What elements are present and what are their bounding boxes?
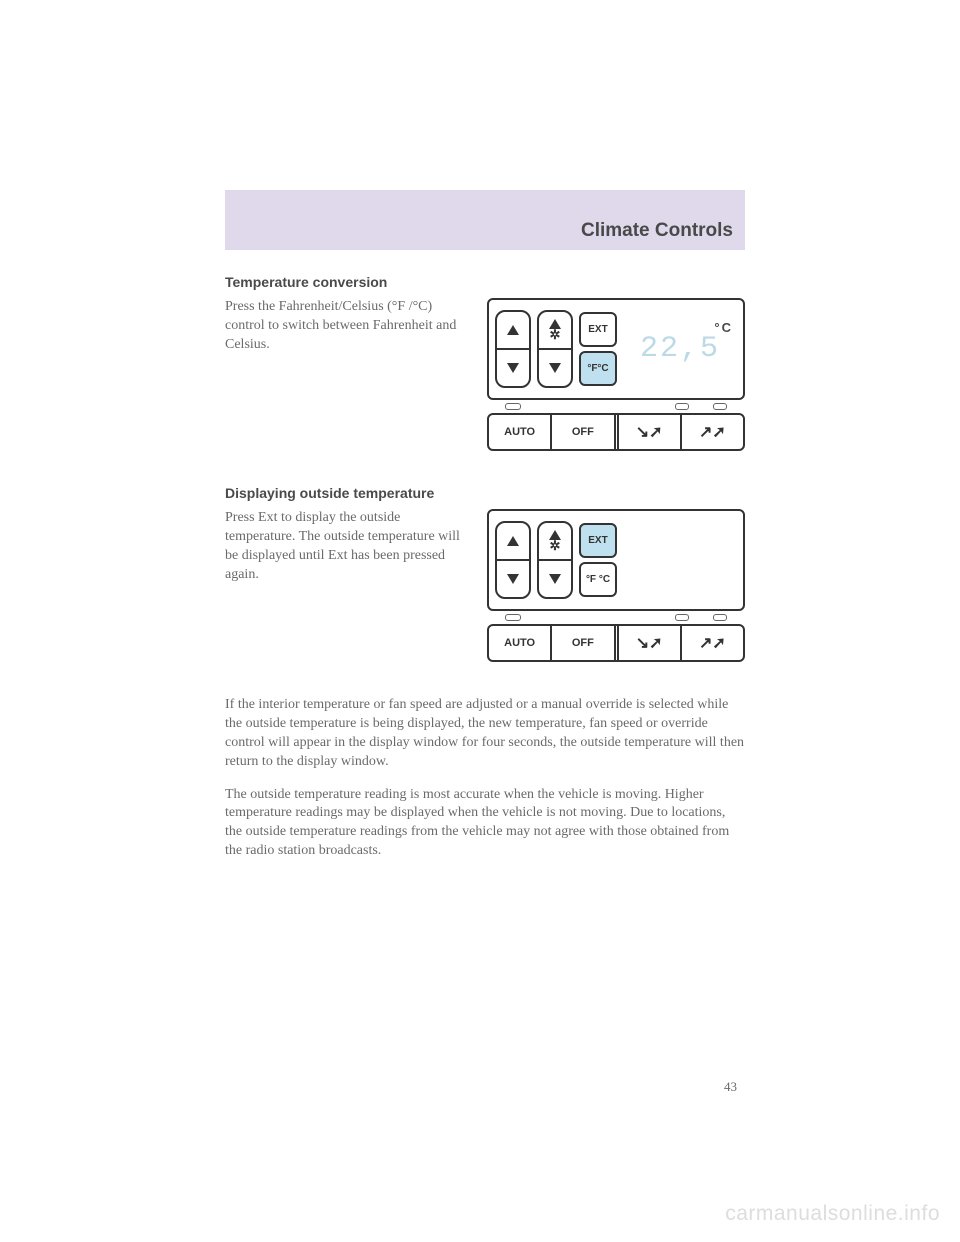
section2-body: Press Ext to display the outside tempera…	[225, 509, 465, 585]
paragraph-4: The outside temperature reading is most …	[225, 786, 745, 862]
section2-heading: Displaying outside temperature	[225, 485, 745, 501]
indicator-row	[487, 611, 745, 624]
fc-button[interactable]: °F°C	[579, 351, 617, 386]
page-title: Climate Controls	[581, 220, 733, 242]
temp-rocker[interactable]	[495, 521, 531, 599]
mode-buttons: EXT °F °C	[579, 523, 617, 597]
off-button[interactable]: OFF	[550, 415, 613, 449]
airflow-mode-2[interactable]: ↗➚	[680, 415, 743, 449]
airflow-mode-1[interactable]: ↘➚	[614, 415, 680, 449]
indicator-dot	[713, 403, 727, 410]
down-arrow-icon	[549, 363, 561, 373]
fan-rocker[interactable]: ✲	[537, 310, 573, 388]
indicator-row	[487, 400, 745, 413]
temp-display: 22,5 °C	[623, 312, 737, 386]
section1-row: Press the Fahrenheit/Celsius (°F /°C) co…	[225, 298, 745, 451]
ext-button[interactable]: EXT	[579, 312, 617, 347]
paragraph-3: If the interior temperature or fan speed…	[225, 696, 745, 772]
auto-button[interactable]: AUTO	[489, 415, 550, 449]
up-arrow-icon	[507, 325, 519, 335]
manual-page: Climate Controls Temperature conversion …	[225, 190, 745, 875]
auto-button[interactable]: AUTO	[489, 626, 550, 660]
climate-panel-fig2: ✲ EXT °F °C AU	[487, 509, 745, 662]
climate-panel-fig1: ✲ EXT °F°C 22,5 °C	[487, 298, 745, 451]
up-arrow-icon	[507, 536, 519, 546]
page-number: 43	[724, 1079, 737, 1095]
panel-top: ✲ EXT °F°C 22,5 °C	[487, 298, 745, 400]
watermark: carmanualsonline.info	[725, 1202, 940, 1226]
section1-heading: Temperature conversion	[225, 274, 745, 290]
mode-buttons: EXT °F°C	[579, 312, 617, 386]
fan-icon: ✲	[550, 330, 561, 340]
down-arrow-icon	[507, 363, 519, 373]
temp-rocker[interactable]	[495, 310, 531, 388]
section2-row: Press Ext to display the outside tempera…	[225, 509, 745, 662]
indicator-dot	[675, 614, 689, 621]
indicator-dot	[675, 403, 689, 410]
ext-button[interactable]: EXT	[579, 523, 617, 558]
indicator-dot	[505, 614, 521, 621]
fc-button[interactable]: °F °C	[579, 562, 617, 597]
fan-icon: ✲	[550, 541, 561, 551]
indicator-dot	[505, 403, 521, 410]
airflow-mode-1[interactable]: ↘➚	[614, 626, 680, 660]
panel-bottom: AUTO OFF ↘➚ ↗➚	[487, 413, 745, 451]
header-band: Climate Controls	[225, 190, 745, 250]
fan-rocker[interactable]: ✲	[537, 521, 573, 599]
temp-display	[623, 523, 737, 597]
display-unit: °C	[714, 320, 733, 335]
off-button[interactable]: OFF	[550, 626, 613, 660]
panel-bottom: AUTO OFF ↘➚ ↗➚	[487, 624, 745, 662]
panel-top: ✲ EXT °F °C	[487, 509, 745, 611]
airflow-mode-2[interactable]: ↗➚	[680, 626, 743, 660]
down-arrow-icon	[507, 574, 519, 584]
down-arrow-icon	[549, 574, 561, 584]
section1-body: Press the Fahrenheit/Celsius (°F /°C) co…	[225, 298, 465, 355]
display-value: 22,5	[640, 332, 720, 366]
indicator-dot	[713, 614, 727, 621]
